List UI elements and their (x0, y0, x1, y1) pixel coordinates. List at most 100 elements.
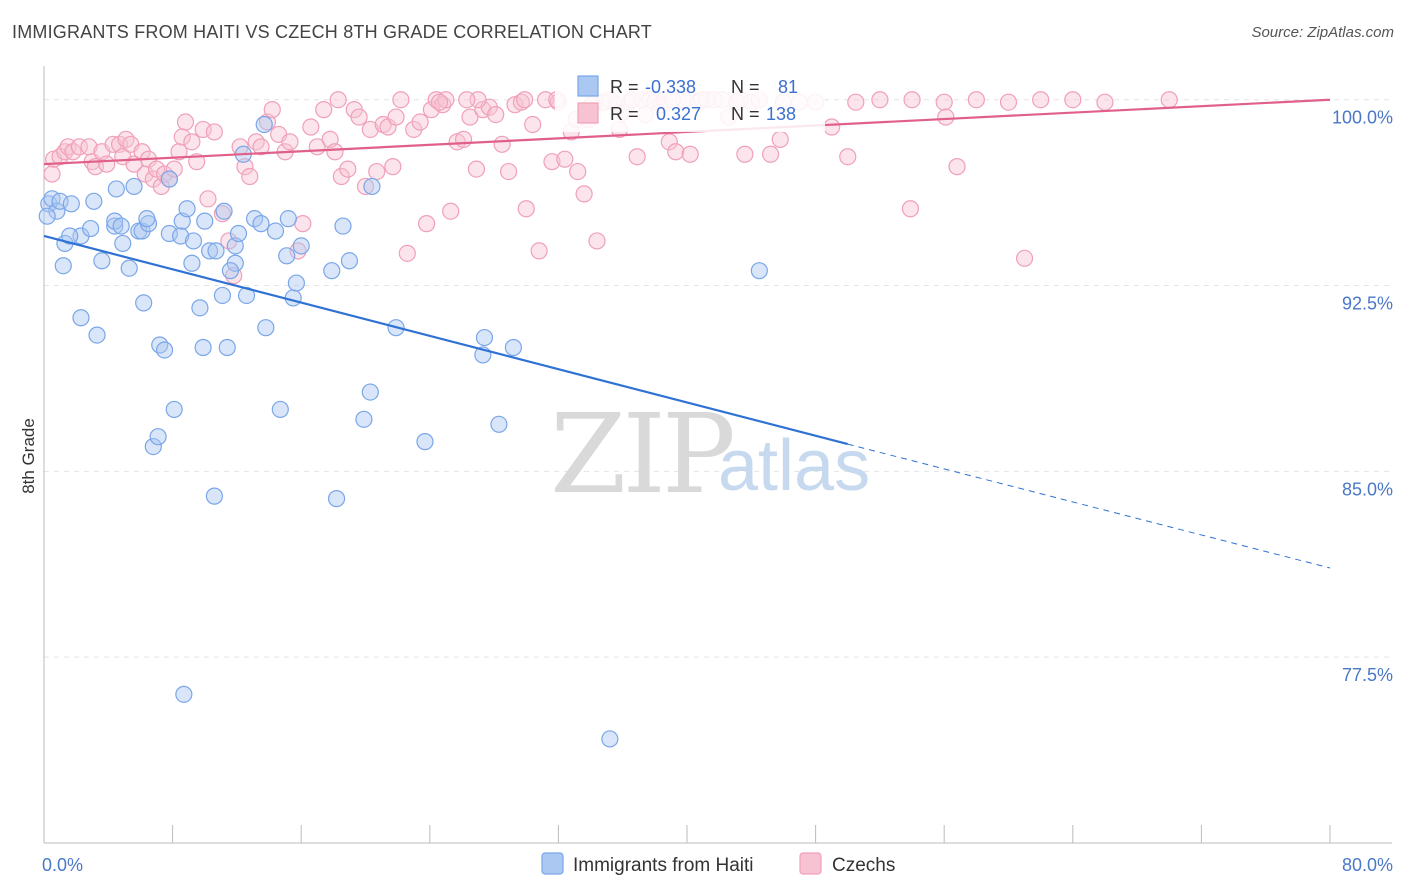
czechs-point (302, 118, 320, 136)
haiti-point (334, 217, 352, 235)
haiti-points (38, 115, 768, 748)
haiti-point (252, 215, 270, 233)
haiti-point (504, 338, 522, 357)
axes (43, 66, 1392, 844)
czechs-point (736, 145, 754, 163)
legend-label-czechs[interactable]: Czechs (832, 855, 895, 876)
czechs-point (374, 115, 392, 134)
czechs-point (294, 215, 312, 233)
haiti-point (327, 490, 346, 508)
czechs-point (1064, 91, 1082, 109)
legend-label-haiti[interactable]: Immigrants from Haiti (573, 855, 754, 876)
czechs-point (967, 91, 985, 109)
haiti-point (160, 170, 178, 188)
haiti-point (287, 274, 305, 292)
czechs-point (194, 120, 212, 139)
czechs-point (937, 108, 955, 126)
haiti-point (292, 237, 310, 255)
czechs-point (903, 91, 921, 109)
czechs-point (524, 115, 542, 134)
haiti-point (114, 234, 132, 253)
haiti-point (144, 437, 162, 456)
haiti-point (160, 224, 178, 243)
haiti-point (475, 328, 494, 347)
czechs-point (417, 215, 436, 233)
haiti-point (61, 227, 79, 245)
haiti-point (340, 252, 359, 270)
czechs-r-label: R = (610, 104, 639, 124)
czechs-point (493, 135, 511, 153)
czechs-point (368, 162, 386, 181)
haiti-point (175, 685, 193, 703)
y-tick-label-0: 100.0% (1332, 108, 1393, 128)
czechs-point (104, 135, 122, 153)
czechs-point (411, 113, 429, 131)
czechs-point (315, 101, 333, 119)
czechs-point (350, 108, 368, 126)
czechs-point (70, 138, 88, 156)
czechs-point (761, 145, 780, 163)
czechs-point (165, 160, 183, 178)
czechs-point (225, 267, 243, 285)
haiti-point (196, 212, 214, 230)
haiti-point (51, 192, 69, 210)
haiti-point (221, 262, 240, 280)
czechs-point (543, 153, 561, 171)
czechs-point (556, 150, 574, 168)
czechs-point (948, 158, 966, 176)
czechs-point (263, 101, 281, 119)
czechs-point (847, 93, 865, 111)
haiti-point (82, 219, 100, 238)
czechs-point (517, 200, 535, 218)
haiti-point (38, 207, 56, 225)
haiti-r-label: R = (610, 77, 639, 97)
haiti-point (255, 115, 273, 134)
czechs-point (384, 158, 402, 176)
czechs-point (1096, 93, 1114, 111)
czechs-point (43, 165, 61, 183)
haiti-point (54, 257, 72, 275)
haiti-point (490, 415, 508, 433)
haiti-point (750, 262, 768, 280)
czechs-point (588, 232, 606, 250)
x-tick-label-max: 80.0% (1342, 855, 1393, 875)
haiti-point (323, 262, 341, 280)
haiti-point (62, 195, 80, 213)
czechs-point (205, 123, 223, 141)
haiti-n-label: N = (731, 77, 760, 97)
haiti-point (257, 319, 275, 337)
haiti-point (205, 487, 223, 505)
czechs-point (839, 148, 857, 166)
czechs-point (1160, 91, 1178, 109)
y-tick-labels: 100.0% 92.5% 85.0% 77.5% (1332, 108, 1393, 685)
haiti-point (135, 294, 153, 312)
haiti-trend-extension (847, 443, 1331, 569)
haiti-point (279, 210, 297, 228)
chart-title: IMMIGRANTS FROM HAITI VS CZECH 8TH GRADE… (12, 22, 652, 42)
czechs-point (183, 133, 201, 151)
haiti-point (271, 400, 289, 419)
x-tick-label-min: 0.0% (42, 855, 83, 875)
haiti-point (93, 252, 111, 270)
haiti-point (184, 232, 203, 250)
haiti-point (107, 180, 125, 198)
czechs-point (530, 242, 548, 260)
legend-swatch-haiti[interactable] (541, 852, 564, 875)
czechs-r-value: 0.327 (656, 104, 701, 124)
haiti-point (106, 217, 124, 235)
czechs-point (569, 162, 587, 181)
czechs-point (289, 242, 307, 260)
czechs-point (487, 105, 505, 124)
haiti-point (355, 410, 373, 428)
haiti-point (218, 338, 236, 357)
czechs-point (1015, 249, 1034, 267)
czechs-point (430, 93, 449, 111)
haiti-point (200, 242, 219, 260)
czechs-point (241, 167, 259, 186)
czechs-point (339, 160, 357, 178)
czechs-point (512, 93, 531, 111)
czechs-point (442, 202, 460, 220)
czechs-point (281, 133, 299, 151)
legend-swatch-czechs[interactable] (799, 852, 822, 875)
haiti-point (151, 336, 169, 354)
